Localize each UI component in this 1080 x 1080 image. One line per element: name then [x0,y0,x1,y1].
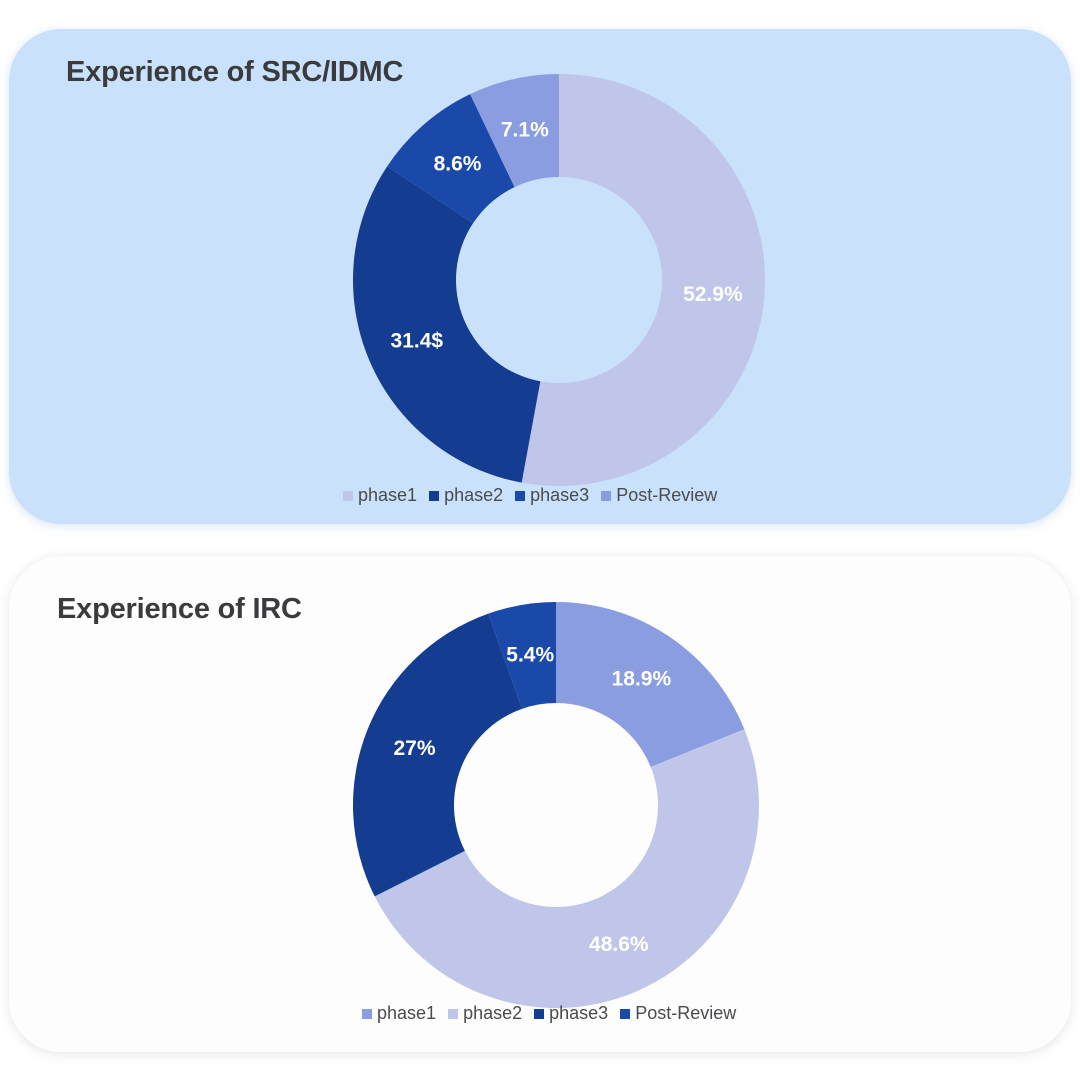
legend-label: Post-Review [635,1003,737,1023]
slice-data-label: 27% [393,737,435,760]
slice-data-label: 5.4% [506,644,554,667]
donut-slice-phase2 [352,166,541,483]
chart-legend: phase1 phase2 phase3 Post-Review [362,1003,748,1024]
legend-item: phase2 [429,485,503,506]
chart-legend: phase1 phase2 phase3 Post-Review [343,485,729,506]
legend-item: phase2 [448,1003,522,1024]
donut-chart: 52.9% 31.4$ 8.6% 7.1% [352,74,765,486]
slice-data-label: 8.6% [434,152,482,175]
legend-label: Post-Review [616,485,718,505]
legend-swatch [343,490,353,501]
slice-data-label: 48.6% [589,933,649,956]
legend-item: phase1 [343,485,417,506]
donut-chart: 18.9% 48.6% 27% 5.4% [353,602,759,1008]
chart-title: Experience of SRC/IDMC [66,56,404,88]
donut-slice-phase1 [556,602,745,767]
legend-label: phase2 [463,1003,523,1023]
legend-swatch [620,1008,631,1019]
donut-slice-post-review [470,74,559,188]
legend-swatch [515,490,526,501]
slice-data-label: 31.4$ [391,329,444,352]
donut-slice-phase1 [521,74,765,486]
donut-slice-phase3 [353,613,523,897]
chart-card-src-idmc: Experience of SRC/IDMC 52.9% 31.4$ 8.6% 7.1… [9,29,1071,524]
slice-data-label: 52.9% [683,283,743,306]
slice-data-label: 7.1% [501,118,549,141]
donut-slice-post-review [488,602,556,709]
legend-item: Post-Review [601,485,717,506]
legend-swatch [601,490,612,501]
legend-label: phase1 [358,485,418,505]
slice-data-label: 18.9% [612,668,672,691]
legend-label: phase1 [377,1003,437,1023]
chart-title: Experience of IRC [57,593,302,625]
legend-item: phase1 [362,1003,436,1024]
donut-slice-phase2 [374,729,759,1008]
legend-swatch [448,1008,459,1019]
legend-label: phase2 [444,485,504,505]
legend-label: phase3 [549,1003,609,1023]
legend-swatch [534,1008,545,1019]
legend-swatch [362,1008,372,1019]
legend-item: Post-Review [620,1003,736,1024]
legend-swatch [429,490,440,501]
legend-item: phase3 [534,1003,608,1024]
legend-label: phase3 [530,485,590,505]
legend-item: phase3 [515,485,589,506]
donut-slice-phase3 [387,94,515,224]
chart-card-irc: Experience of IRC 18.9% 48.6% 27% 5.4% phas… [9,556,1071,1052]
